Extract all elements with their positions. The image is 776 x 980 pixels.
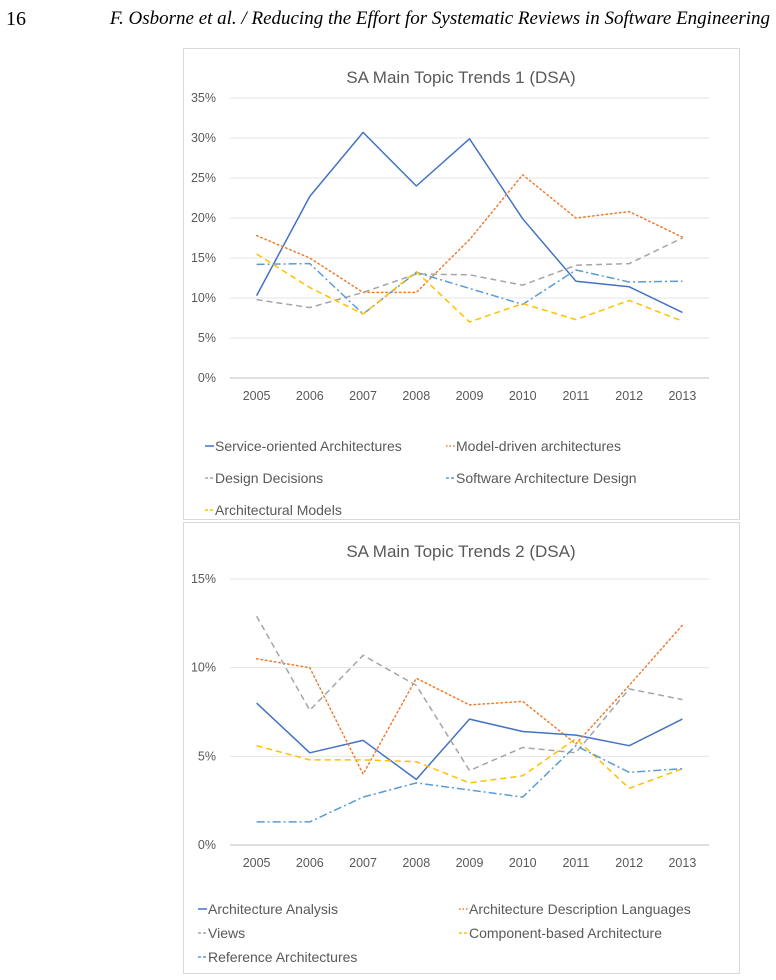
series-line-4 (256, 737, 683, 790)
series-line-4 (256, 262, 683, 315)
page-number: 16 (6, 8, 26, 30)
x-tick-label: 2012 (615, 856, 643, 870)
y-tick-label: 15% (191, 251, 216, 265)
x-tick-label: 2009 (456, 389, 484, 403)
chart-2-svg: SA Main Topic Trends 2 (DSA) 0% 5% 10% 15% 20… (191, 542, 709, 965)
y-tick-label: 15% (191, 572, 216, 586)
series-line-5 (256, 744, 683, 823)
legend-label-1: Service-oriented Architectures (215, 438, 402, 454)
x-tick-label: 2006 (296, 856, 324, 870)
y-tick-label: 35% (191, 91, 216, 105)
legend-label-5: Architectural Models (215, 502, 342, 518)
x-tick-label: 2005 (243, 856, 271, 870)
legend-label-4: Software Architecture Design (456, 470, 637, 486)
chart-title: SA Main Topic Trends 2 (DSA) (346, 542, 575, 561)
x-tick-label: 2008 (402, 856, 430, 870)
series-line-5 (256, 253, 683, 323)
x-tick-label: 2006 (296, 389, 324, 403)
series-line-2 (255, 624, 684, 775)
legend-label-2: Model-driven architectures (456, 438, 621, 454)
chart-title: SA Main Topic Trends 1 (DSA) (346, 68, 575, 87)
y-tick-label: 25% (191, 171, 216, 185)
legend-label-2: Architecture Description Languages (469, 901, 691, 917)
x-tick-label: 2005 (243, 389, 271, 403)
x-tick-label: 2008 (402, 389, 430, 403)
x-tick-label: 2012 (615, 389, 643, 403)
legend-label-3: Design Decisions (215, 470, 323, 486)
series-line-3 (256, 237, 683, 309)
x-tick-label: 2010 (509, 389, 537, 403)
legend-label-1: Architecture Analysis (208, 901, 338, 917)
chart-main-topic-trends-1: SA Main Topic Trends 1 (DSA) 0% 5% 10% 15% 20… (183, 48, 740, 520)
running-title: F. Osborne et al. / Reducing the Effort … (109, 8, 770, 29)
y-tick-label: 0% (198, 371, 216, 385)
series-line-1 (256, 702, 683, 781)
series-line-3 (255, 615, 683, 772)
y-tick-label: 30% (191, 131, 216, 145)
chart-main-topic-trends-2: SA Main Topic Trends 2 (DSA) 0% 5% 10% 15% 20… (183, 522, 740, 974)
y-tick-label: 10% (191, 661, 216, 675)
y-tick-label: 5% (198, 749, 216, 763)
y-tick-label: 10% (191, 291, 216, 305)
x-tick-label: 2007 (349, 389, 377, 403)
y-tick-label: 5% (198, 331, 216, 345)
x-tick-label: 2007 (349, 856, 377, 870)
series-line-1 (255, 131, 683, 314)
y-tick-label: 0% (198, 838, 216, 852)
chart-1-svg: SA Main Topic Trends 1 (DSA) 0% 5% 10% 15% 20… (191, 68, 709, 518)
x-tick-label: 2011 (562, 856, 589, 870)
y-tick-label: 20% (191, 211, 216, 225)
legend-label-3: Views (208, 925, 245, 941)
x-tick-label: 2013 (668, 389, 696, 403)
page-header: 16 F. Osborne et al. / Reducing the Effo… (0, 0, 776, 40)
legend-label-4: Component-based Architecture (469, 925, 662, 941)
x-tick-label: 2013 (668, 856, 696, 870)
series-line-2 (255, 174, 684, 294)
x-tick-label: 2009 (456, 856, 484, 870)
x-tick-label: 2011 (562, 389, 589, 403)
x-tick-label: 2010 (509, 856, 537, 870)
legend-label-5: Reference Architectures (208, 949, 357, 965)
